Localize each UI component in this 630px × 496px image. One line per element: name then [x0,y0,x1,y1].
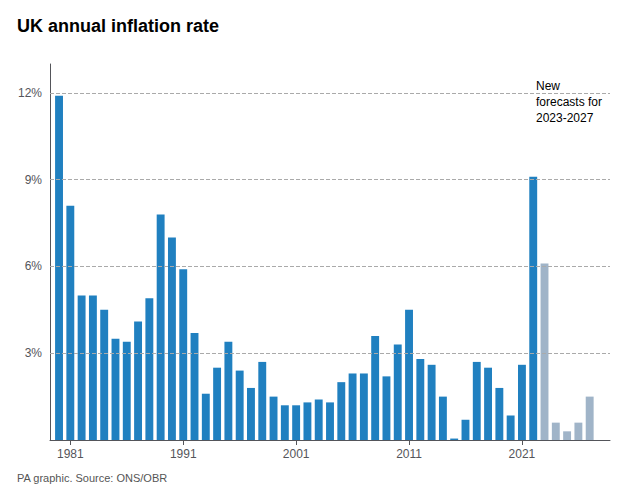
svg-text:12%: 12% [18,86,42,100]
svg-text:New: New [536,79,560,93]
svg-text:3%: 3% [25,346,43,360]
svg-text:9%: 9% [25,173,43,187]
svg-text:2011: 2011 [396,447,422,461]
svg-text:PA graphic. Source: ONS/OBR: PA graphic. Source: ONS/OBR [17,472,167,484]
svg-text:6%: 6% [25,259,43,273]
svg-text:2023-2027: 2023-2027 [536,111,594,125]
svg-text:forecasts for: forecasts for [536,95,602,109]
svg-text:1981: 1981 [57,447,84,461]
svg-text:2001: 2001 [283,447,310,461]
svg-text:1991: 1991 [170,447,197,461]
svg-text:2021: 2021 [509,447,536,461]
svg-text:UK annual inflation rate: UK annual inflation rate [17,16,219,36]
